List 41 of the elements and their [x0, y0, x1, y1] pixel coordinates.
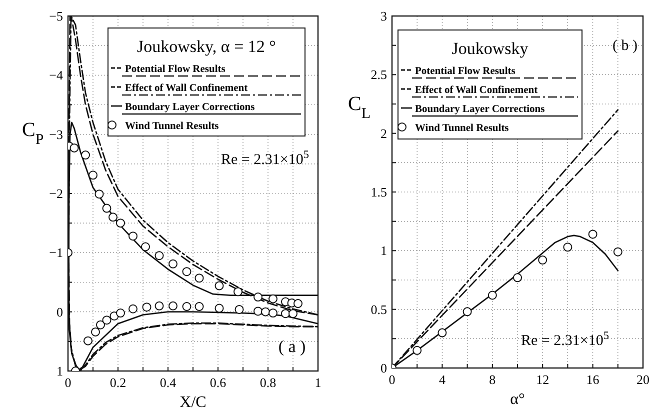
y-tick-label: 0: [56, 304, 63, 320]
x-tick-label: 12: [536, 372, 550, 387]
y-tick-label: 3: [380, 8, 387, 24]
y-tick-label: 2.5: [370, 67, 387, 82]
x-tick-label: 0.2: [110, 375, 126, 390]
x-tick-label: 16: [586, 372, 600, 387]
x-tick-label: 0.4: [160, 375, 177, 390]
legend-label: Boundary Layer Corrections: [125, 102, 255, 113]
legend-label: Potential Flow Results: [125, 64, 226, 75]
y-tick-label: 2: [380, 126, 387, 141]
x-tick-label: 8: [489, 372, 496, 387]
legend-label: Potential Flow Results: [415, 66, 516, 77]
legend-label: Effect of Wall Confinement: [415, 85, 538, 96]
y-axis-title: C$_{P}$: [22, 119, 44, 148]
legend-label: Effect of Wall Confinement: [125, 83, 248, 94]
y-tick-label: 1: [380, 243, 387, 258]
annotation: ( a ): [278, 337, 306, 356]
legend-title: Joukowsky, α = 12 °: [137, 37, 276, 56]
y-tick-label: −1: [49, 245, 63, 260]
x-axis-title: α°: [510, 391, 525, 408]
y-tick-label: −2: [49, 186, 63, 202]
y-tick-label: 0: [380, 360, 387, 376]
x-tick-label: 20: [636, 372, 649, 387]
y-tick-label: 1.5: [370, 184, 387, 200]
x-tick-label: 1: [314, 375, 322, 390]
x-tick-label: 0.6: [210, 375, 227, 390]
y-tick-label: 0.5: [370, 302, 387, 317]
y-axis-title: C$_{L}$: [348, 93, 371, 122]
annotation: ( b ): [612, 38, 638, 54]
legend-label: Wind Tunnel Results: [125, 121, 219, 132]
legend-label: Boundary Layer Corrections: [415, 104, 545, 115]
annotation: Re = 2.31×10$^{5}$: [521, 330, 610, 349]
y-tick-label: −4: [49, 68, 64, 83]
x-axis-title: X/C: [180, 394, 206, 411]
x-tick-label: 0.8: [260, 375, 276, 390]
y-tick-label: −5: [49, 8, 63, 24]
x-tick-label: 4: [438, 372, 446, 387]
annotation: Re = 2.31×10$^{5}$: [221, 149, 310, 168]
legend-title: Joukowsky: [452, 39, 529, 58]
y-tick-label: −3: [49, 126, 63, 142]
legend-label: Wind Tunnel Results: [415, 123, 509, 134]
